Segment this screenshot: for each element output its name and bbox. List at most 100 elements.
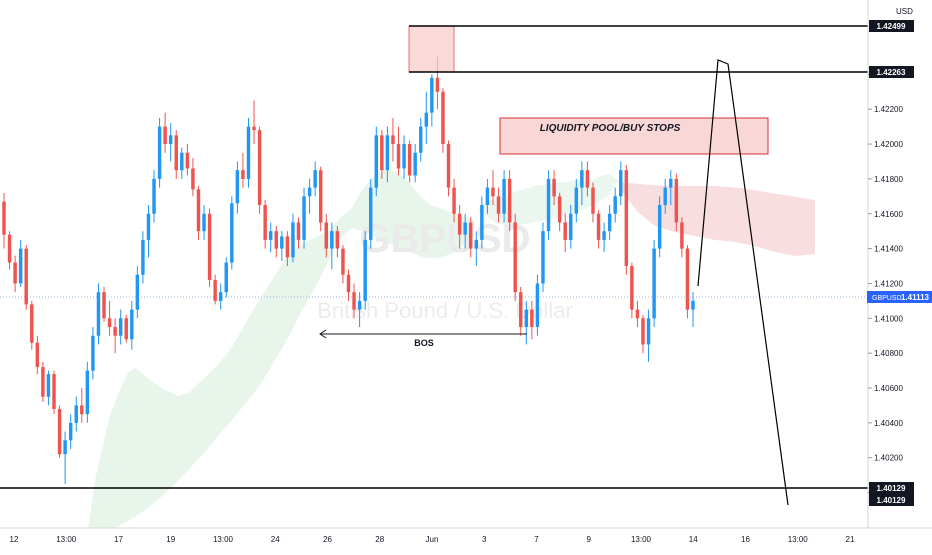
price-tag-upper: 1.42499 (869, 20, 914, 32)
candle-down (274, 231, 278, 249)
candle-down (585, 170, 590, 188)
candle-down (491, 187, 495, 197)
candle-up (46, 374, 51, 397)
candle-down (296, 222, 301, 240)
candle-down (446, 144, 451, 188)
candle-up (474, 239, 479, 249)
candle-down (335, 231, 340, 249)
x-tick-label: 7 (534, 535, 539, 544)
candle-down (591, 187, 595, 214)
x-tick-label: 13:00 (213, 535, 234, 544)
candle-up (385, 135, 390, 171)
price-tag-support-2: 1.40129 (869, 494, 914, 506)
x-tick-label: 13:00 (788, 535, 809, 544)
price-tag-upper-text: 1.42499 (877, 22, 906, 31)
candle-up (463, 222, 467, 235)
price-tag-current-text: 1.41113 (901, 293, 930, 302)
price-tag-current: GBPUSD 1.41113 (867, 291, 932, 303)
candle-up (580, 170, 584, 188)
y-tick-label: 1.40800 (874, 349, 903, 358)
candle-down (552, 178, 556, 197)
candle-down (80, 405, 84, 415)
candle-up (374, 135, 379, 188)
x-tick-label: 13:00 (56, 535, 77, 544)
watermark-symbol: GBPUSD (359, 217, 530, 261)
candle-down (24, 248, 28, 305)
candle-down (196, 189, 201, 232)
candle-down (630, 266, 634, 310)
projection-path (697, 59, 789, 506)
candle-down (352, 292, 356, 310)
price-tag-support-2-text: 1.40129 (877, 496, 906, 505)
bos-label: BOS (414, 338, 434, 348)
price-tag-lower-text: 1.42263 (877, 68, 906, 77)
candle-down (213, 279, 217, 301)
candle-down (452, 187, 456, 214)
candle-up (291, 222, 295, 258)
y-tick-label: 1.42000 (874, 140, 903, 149)
candle-up (419, 126, 423, 153)
candle-up (480, 205, 484, 240)
candle-down (380, 135, 384, 171)
candle-up (91, 335, 95, 371)
y-tick-label: 1.41000 (874, 314, 903, 323)
candle-down (285, 236, 290, 258)
candle-down (596, 213, 601, 240)
candle-down (469, 222, 473, 249)
candle-down (7, 234, 12, 263)
price-tag-current-symbol: GBPUSD (872, 295, 902, 302)
candle-up (541, 231, 545, 284)
candle-down (41, 367, 45, 397)
x-tick-label: 12 (10, 535, 19, 544)
candle-down (30, 304, 34, 343)
x-tick-label: 16 (741, 535, 750, 544)
candle-up (663, 187, 667, 206)
candle-up (546, 178, 551, 232)
candle-down (341, 248, 345, 275)
candle-up (652, 248, 656, 319)
candle-up (146, 213, 151, 240)
candle-down (457, 213, 462, 235)
candle-down (191, 168, 195, 190)
candle-up (535, 283, 540, 328)
candle-up (619, 170, 623, 197)
y-tick-label: 1.40600 (874, 384, 903, 393)
candle-up (18, 248, 23, 284)
candle-up (135, 274, 140, 310)
candle-up (63, 440, 67, 455)
supply-zone-box (408, 25, 455, 73)
candle-down (107, 318, 112, 328)
candle-down (124, 318, 128, 340)
candle-up (669, 178, 673, 188)
candle-up (85, 370, 90, 415)
price-tag-lower: 1.42263 (869, 66, 914, 78)
y-tick-label: 1.41200 (874, 279, 903, 288)
candle-down (680, 222, 684, 249)
candle-down (519, 292, 523, 328)
candle-down (207, 213, 212, 280)
candle-down (557, 196, 562, 223)
liquidity-pool-label: LIQUIDITY POOL/BUY STOPS (540, 123, 681, 134)
candle-down (441, 91, 445, 145)
candle-down (641, 318, 645, 345)
candle-down (346, 274, 351, 293)
ichimoku-cloud-red (618, 182, 815, 256)
candle-down (252, 126, 256, 131)
candle-up (224, 262, 228, 293)
candle-up (157, 126, 162, 179)
x-tick-label: 14 (689, 535, 698, 544)
candle-up (202, 213, 206, 232)
candle-up (657, 205, 662, 249)
y-tick-label: 1.40200 (874, 454, 903, 463)
candle-down (396, 144, 401, 169)
x-tick-label: 24 (271, 535, 280, 544)
x-tick-label: 9 (587, 535, 592, 544)
candle-down (496, 196, 501, 214)
candle-down (2, 201, 6, 235)
candle-down (674, 178, 679, 223)
candle-up (230, 203, 234, 263)
x-tick-label: 3 (482, 535, 487, 544)
candle-down (391, 135, 395, 145)
